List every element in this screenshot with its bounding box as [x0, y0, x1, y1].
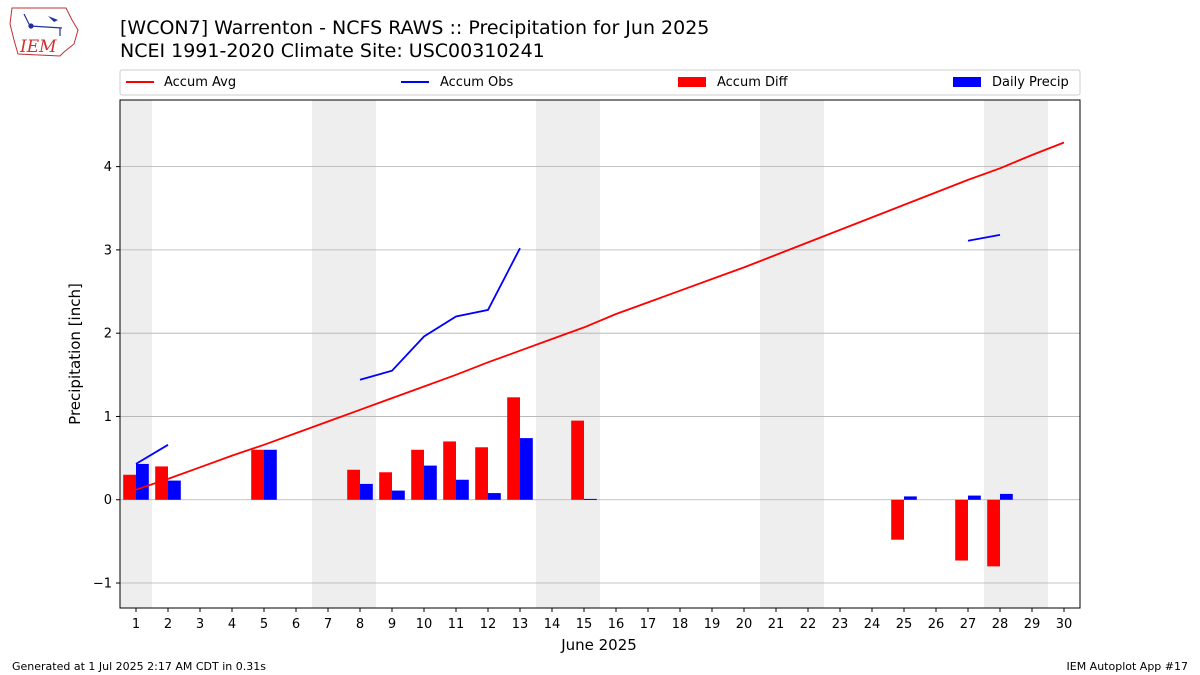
y-tick-label-3: 3 — [104, 243, 112, 258]
x-tick-label-7: 7 — [324, 617, 332, 632]
x-tick-label-4: 4 — [228, 617, 236, 632]
x-tick-label-15: 15 — [576, 617, 593, 632]
x-tick-label-14: 14 — [544, 617, 561, 632]
x-tick-label-18: 18 — [672, 617, 689, 632]
x-tick-label-26: 26 — [928, 617, 945, 632]
x-tick-label-12: 12 — [480, 617, 497, 632]
chart-subtitle: NCEI 1991-2020 Climate Site: USC00310241 — [120, 40, 545, 62]
x-tick-label-19: 19 — [704, 617, 721, 632]
x-tick-label-21: 21 — [768, 617, 785, 632]
x-tick-label-8: 8 — [356, 617, 364, 632]
plot-frame — [119, 99, 1081, 609]
x-tick-label-11: 11 — [448, 617, 465, 632]
weekend-band-14 — [536, 100, 568, 608]
accum-avg-line-segment-1 — [135, 141, 1065, 491]
y-tick-label-2: 2 — [104, 327, 112, 342]
legend-daily-precip-swatch — [953, 77, 981, 87]
x-tick-label-1: 1 — [132, 617, 140, 632]
accum-diff-bar-12 — [475, 447, 488, 500]
y-tick-label--1: −1 — [93, 577, 112, 592]
daily-precip-bar-25 — [904, 496, 917, 500]
x-tick-label-22: 22 — [800, 617, 817, 632]
weekend-band-1 — [120, 100, 152, 608]
x-tick-label-5: 5 — [260, 617, 268, 632]
daily-precip-bar-13 — [520, 438, 533, 500]
footer-generated: Generated at 1 Jul 2025 2:17 AM CDT in 0… — [12, 660, 266, 673]
daily-precip-bar-2 — [168, 480, 181, 500]
x-tick-label-24: 24 — [864, 617, 881, 632]
accum-diff-bar-13 — [507, 397, 520, 500]
legend-accum-obs-label: Accum Obs — [440, 75, 513, 90]
accum-diff-bar-27 — [955, 499, 968, 561]
daily-precip-bar-5 — [264, 449, 277, 500]
legend: Accum Avg Accum Obs Accum Diff Daily Pre… — [119, 69, 1081, 96]
y-tick-label-4: 4 — [104, 160, 112, 175]
y-tick-label-1: 1 — [104, 410, 112, 425]
daily-precip-bar-28 — [1000, 493, 1013, 500]
weekend-band-22 — [792, 100, 824, 608]
chart-title: [WCON7] Warrenton - NCFS RAWS :: Precipi… — [120, 17, 710, 39]
x-tick-label-27: 27 — [960, 617, 977, 632]
weekend-band-8 — [344, 100, 376, 608]
accum-diff-bar-28 — [987, 499, 1000, 567]
daily-precip-bar-8 — [360, 483, 373, 500]
x-tick-label-9: 9 — [388, 617, 396, 632]
daily-precip-bar-11 — [456, 479, 469, 500]
accum-diff-bar-10 — [411, 449, 424, 500]
weekend-band-29 — [1016, 100, 1048, 608]
x-tick-label-29: 29 — [1024, 617, 1041, 632]
x-tick-label-30: 30 — [1056, 617, 1073, 632]
y-tick-label-0: 0 — [104, 493, 112, 508]
accum-diff-bar-2 — [155, 466, 168, 500]
x-tick-label-25: 25 — [896, 617, 913, 632]
x-tick-label-20: 20 — [736, 617, 753, 632]
x-tick-label-28: 28 — [992, 617, 1009, 632]
legend-accum-avg-label: Accum Avg — [164, 75, 236, 90]
accum-diff-bar-1 — [123, 474, 136, 500]
accum-obs-line-segment-2 — [359, 247, 521, 381]
accum-obs-line-segment-3 — [967, 234, 1001, 242]
daily-precip-bar-10 — [424, 465, 437, 500]
accum-diff-bar-15 — [571, 420, 584, 500]
weekend-band-15 — [568, 100, 600, 608]
accum-diff-bar-5 — [251, 449, 264, 500]
legend-daily-precip-label: Daily Precip — [992, 75, 1069, 90]
x-tick-label-13: 13 — [512, 617, 529, 632]
iem-logo: IEM — [9, 7, 79, 57]
daily-precip-bar-12 — [488, 493, 501, 500]
x-tick-label-2: 2 — [164, 617, 172, 632]
footer-app: IEM Autoplot App #17 — [1066, 660, 1189, 673]
x-axis-label: June 2025 — [560, 636, 637, 654]
legend-accum-diff-swatch — [678, 77, 706, 87]
daily-precip-bar-15 — [584, 498, 597, 500]
weekend-band-21 — [760, 100, 792, 608]
accum-diff-bar-11 — [443, 441, 456, 500]
weekend-band-7 — [312, 100, 344, 608]
x-tick-label-10: 10 — [416, 617, 433, 632]
accum-obs-line-segment-1 — [135, 444, 169, 465]
accum-diff-bar-25 — [891, 499, 904, 540]
legend-accum-diff-label: Accum Diff — [717, 75, 789, 90]
x-tick-label-23: 23 — [832, 617, 849, 632]
daily-precip-bar-9 — [392, 490, 405, 500]
daily-precip-bar-1 — [136, 463, 149, 500]
x-tick-label-6: 6 — [292, 617, 300, 632]
x-tick-label-16: 16 — [608, 617, 625, 632]
y-axis-label: Precipitation [inch] — [66, 283, 84, 425]
accum-diff-bar-8 — [347, 469, 360, 500]
logo-text: IEM — [19, 37, 57, 57]
accum-diff-bar-9 — [379, 472, 392, 500]
x-tick-label-17: 17 — [640, 617, 657, 632]
daily-precip-bar-27 — [968, 495, 981, 500]
x-tick-label-3: 3 — [196, 617, 204, 632]
